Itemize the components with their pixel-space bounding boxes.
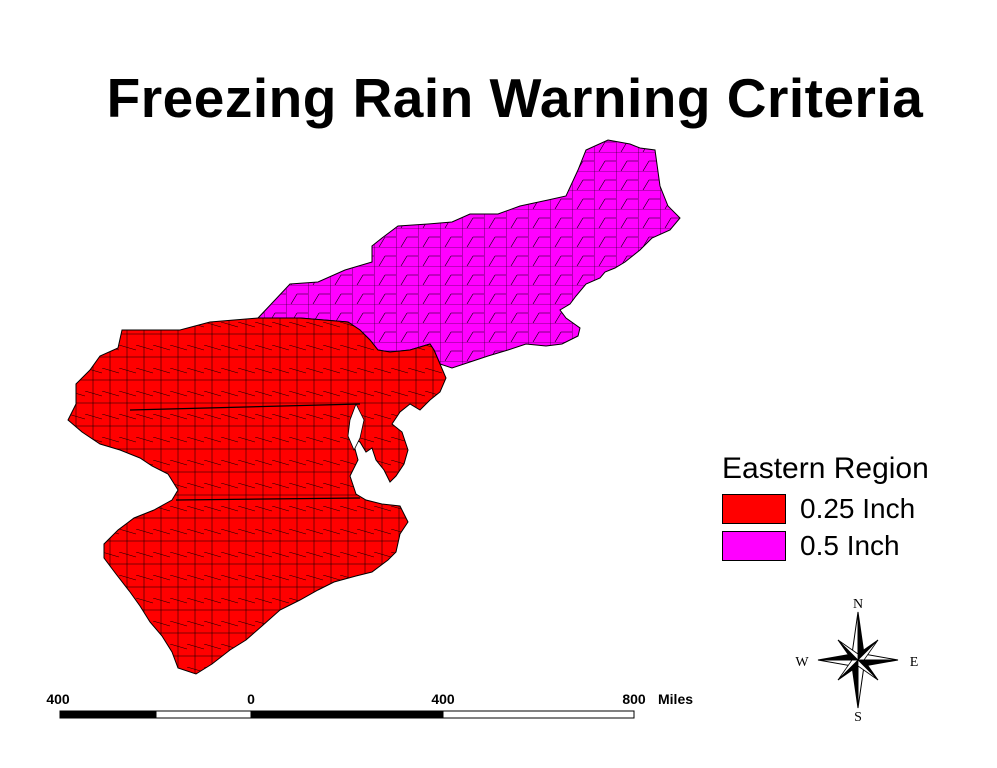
compass-north-label: N bbox=[853, 597, 863, 612]
scale-tick-3: 400 bbox=[431, 691, 455, 707]
legend-item-0.25-inch: 0.25 Inch bbox=[722, 490, 972, 527]
compass-rose-icon: N S E W bbox=[795, 597, 918, 725]
compass-east-label: E bbox=[910, 655, 919, 670]
scale-bar: 400 0 400 800 Miles bbox=[46, 691, 693, 719]
region-0.25-inch[interactable] bbox=[67, 317, 447, 675]
legend: Eastern Region 0.25 Inch 0.5 Inch bbox=[722, 452, 972, 564]
legend-swatch-magenta bbox=[722, 530, 786, 561]
legend-title: Eastern Region bbox=[722, 452, 929, 485]
scale-tick-1: 400 bbox=[46, 691, 70, 707]
compass-west-label: W bbox=[795, 655, 809, 670]
legend-item-0.5-inch: 0.5 Inch bbox=[722, 527, 972, 564]
compass-south-label: S bbox=[854, 710, 862, 725]
scale-unit: Miles bbox=[658, 691, 693, 707]
legend-label: 0.25 Inch bbox=[800, 492, 916, 524]
map-title: Freezing Rain Warning Criteria bbox=[106, 67, 924, 129]
legend-swatch-red bbox=[722, 493, 786, 524]
scale-tick-2: 0 bbox=[247, 691, 255, 707]
legend-label: 0.5 Inch bbox=[800, 529, 900, 561]
scale-tick-4: 800 bbox=[622, 691, 646, 707]
